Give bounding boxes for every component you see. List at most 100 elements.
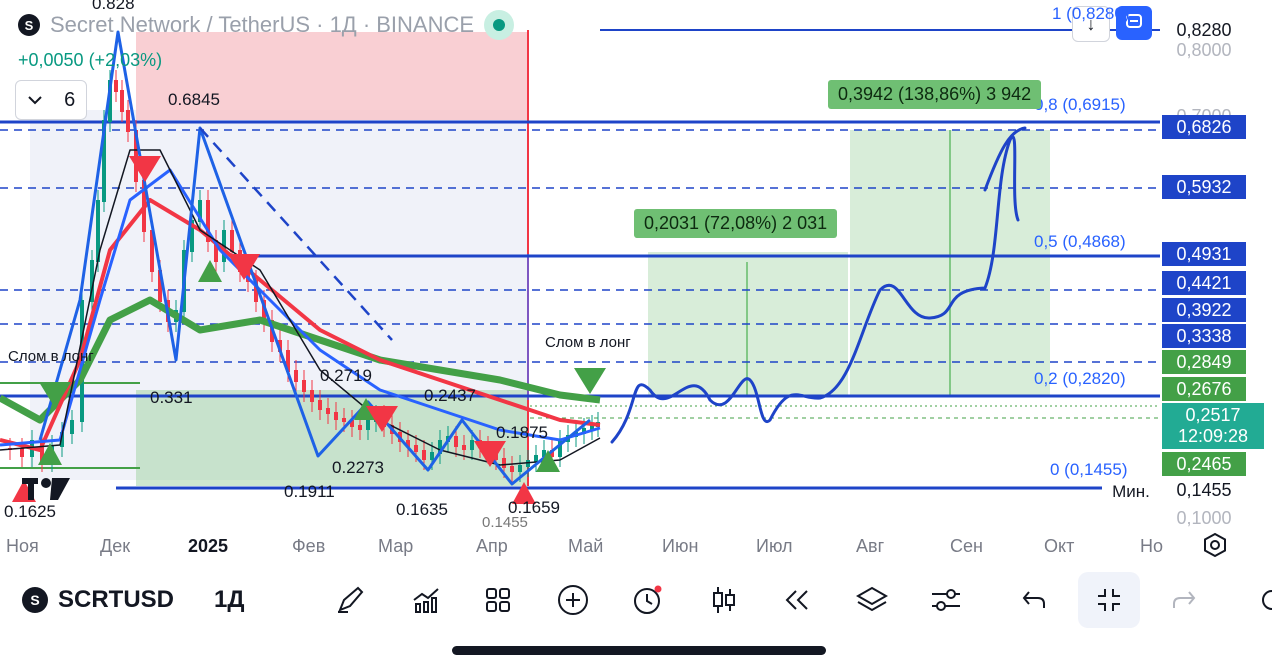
candle — [230, 230, 234, 252]
candle — [190, 220, 194, 252]
indicators-icon — [410, 584, 442, 616]
price-label: 0,2465 — [1162, 452, 1246, 476]
price-chart[interactable] — [0, 0, 1280, 560]
hexagon-settings-icon — [1202, 532, 1228, 560]
candle — [438, 440, 442, 454]
ma-red — [0, 198, 601, 452]
candle — [358, 425, 362, 430]
fib-level-1: 1 (0,8280) — [1052, 4, 1130, 23]
candle — [542, 450, 546, 457]
candle — [326, 408, 330, 414]
annotation-low-3: 0.1911 — [284, 482, 335, 501]
alerts-button[interactable] — [628, 568, 668, 632]
sell-signal-triangle — [474, 441, 506, 467]
fib-level-0: 0 (0,1455) — [1050, 460, 1128, 479]
candles-icon — [709, 584, 739, 616]
annotation-low-1: 0.331 — [150, 388, 193, 407]
candle — [470, 440, 474, 450]
layout-button[interactable] — [478, 568, 518, 632]
indicators-button[interactable] — [406, 568, 446, 632]
replay-button[interactable] — [777, 568, 817, 632]
time-label: Фев — [292, 536, 326, 556]
price-label: 0,3922 — [1162, 298, 1246, 322]
buy-signal-triangle — [574, 368, 606, 394]
buy-signal-triangle — [38, 443, 62, 465]
drawing-tool-button[interactable] — [330, 568, 370, 632]
candle — [318, 400, 322, 410]
ma-black — [0, 149, 601, 466]
time-label: 2025 — [188, 536, 229, 556]
candle — [214, 240, 218, 262]
min-price-tag: Мин. — [1102, 480, 1160, 504]
chart-type-button[interactable] — [704, 568, 744, 632]
sell-signal-triangle — [129, 156, 161, 182]
alert-clock-icon — [631, 583, 665, 617]
redo-button[interactable] — [1166, 568, 1202, 632]
settings-button[interactable] — [926, 568, 966, 632]
buy-signal-triangle — [536, 450, 560, 472]
price-label: 0,1455 — [1176, 479, 1232, 500]
fullscreen-icon — [1125, 13, 1143, 34]
candle — [120, 90, 124, 112]
fib-level-0.5: 0,5 (0,4868) — [1034, 232, 1126, 251]
symbol-header[interactable]: S Secret Network / TetherUS · 1Д · BINAN… — [18, 10, 515, 40]
candle — [60, 432, 64, 447]
price-label: 0,8280 — [1176, 19, 1232, 40]
chart-settings-button[interactable] — [1202, 532, 1228, 558]
symbol-name: SCRTUSD — [58, 586, 175, 613]
candle — [108, 80, 112, 122]
last-price-label: 0,2517 12:09:28 — [1162, 403, 1264, 449]
candle — [366, 420, 370, 430]
time-label: Авг — [856, 536, 885, 556]
price-change: +0,0050 (+2,03%) — [18, 50, 163, 70]
candle — [550, 450, 554, 457]
collapse-button[interactable] — [1078, 572, 1140, 628]
trend-line-dashed — [199, 127, 393, 341]
candle — [350, 420, 354, 427]
sell-signal-triangle — [366, 406, 398, 432]
measure-label-large[interactable]: 0,3942 (138,86%) 3 942 — [828, 80, 1042, 109]
annotation-swing-2: 0.2437 — [424, 386, 476, 405]
chart-area[interactable]: S Secret Network / TetherUS · 1Д · BINAN… — [0, 0, 1280, 560]
scroll-down-button[interactable]: ↓ — [1072, 6, 1110, 42]
candle — [558, 440, 562, 457]
indicators-toggle-button[interactable]: 6 — [15, 80, 87, 120]
annotation-high: 0.828 — [92, 0, 135, 13]
annotation-break-long-1: Слом в лонг — [8, 348, 94, 365]
time-label: Но — [1140, 536, 1164, 556]
fullscreen-button[interactable] — [1116, 6, 1152, 40]
ma-blue — [0, 168, 601, 447]
more-tools-button[interactable] — [1252, 568, 1280, 632]
candle — [90, 260, 94, 302]
measure-label-small[interactable]: 0,2031 (72,08%) 2 031 — [634, 209, 838, 238]
time-label: Май — [568, 536, 604, 556]
price-label: 0,8000 — [1176, 39, 1232, 60]
time-label: Сен — [950, 536, 983, 556]
price-label: 0,4421 — [1162, 271, 1246, 295]
candle — [302, 380, 306, 392]
candle — [294, 370, 298, 382]
candle — [198, 200, 202, 222]
red-zone — [136, 32, 528, 120]
annotation-swing-1: 0.2719 — [320, 366, 372, 385]
candle — [40, 440, 44, 462]
candle — [406, 440, 410, 447]
price-label: 0,2676 — [1162, 377, 1246, 401]
symbol-selector[interactable]: S SCRTUSD — [22, 568, 174, 632]
annotation-lower-high: 0.6845 — [168, 90, 220, 109]
object-tree-button[interactable] — [852, 568, 892, 632]
candle — [254, 280, 258, 302]
interval-selector[interactable]: 1Д — [214, 586, 245, 613]
candle — [510, 466, 514, 472]
fib-level-0.2: 0,2 (0,2820) — [1034, 369, 1126, 388]
candle — [158, 270, 162, 302]
symbol-title: Secret Network / TetherUS · 1Д · BINANCE — [50, 12, 475, 37]
candle — [462, 445, 466, 450]
candle — [286, 350, 290, 372]
undo-button[interactable] — [1016, 568, 1052, 632]
add-button[interactable] — [553, 568, 593, 632]
secret-network-logo-icon: S — [18, 14, 40, 36]
candle — [518, 465, 522, 472]
candle — [310, 390, 314, 402]
tradingview-logo-icon — [22, 476, 70, 507]
